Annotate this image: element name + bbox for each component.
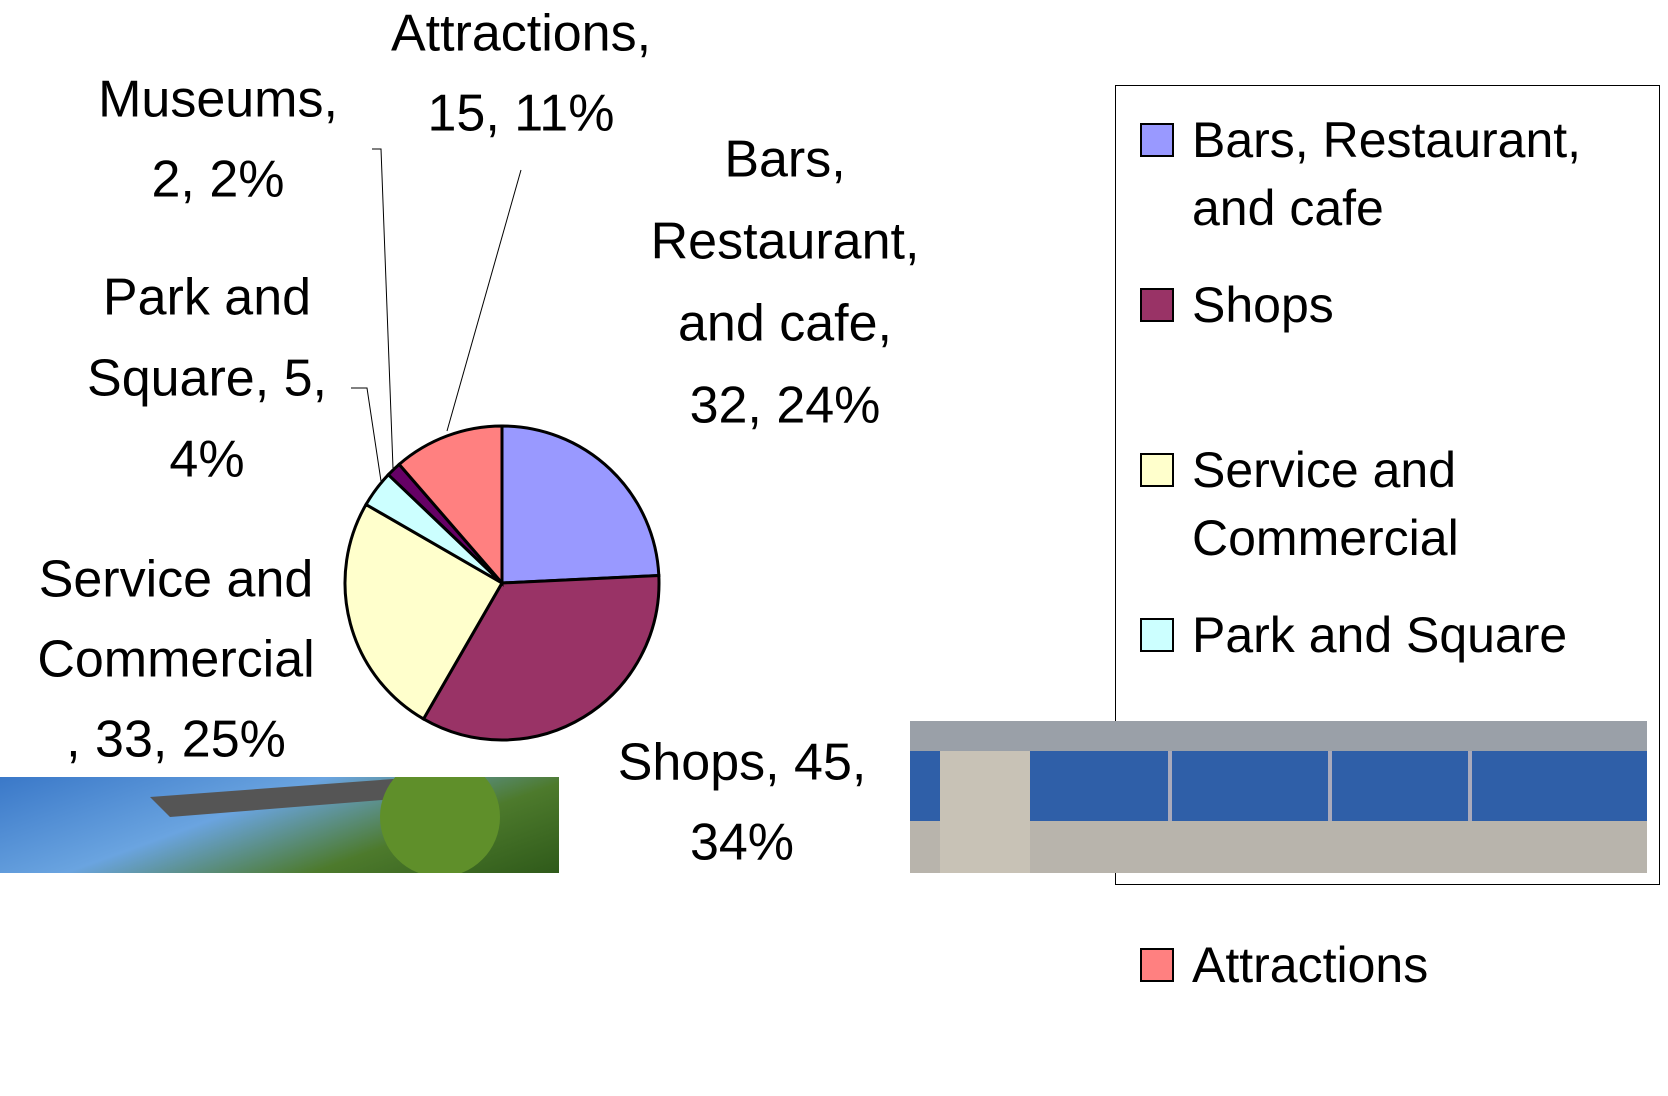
roof [150,777,420,817]
data-label: Service and [39,551,314,609]
photo-detail [0,777,559,873]
legend-label: Service and Commercial [1192,436,1659,572]
data-label: 34% [690,814,794,872]
photo [0,777,559,873]
legend-swatch [1140,618,1174,652]
leader-line [351,388,381,481]
photo-detail [910,721,1647,873]
legend-item: Service and Commercial [1140,436,1659,601]
legend-label: Attractions [1192,931,1659,999]
tree [380,777,500,873]
slide: Bars, Restaurant, and cafe, 32, 24% Shops, 4… [0,0,1668,873]
data-label: Shops, 45, [618,734,867,792]
data-label: Restaurant, [651,213,920,271]
legend-label: Shops [1192,271,1659,339]
data-label: Square, 5, [87,350,327,408]
leader-line [372,149,393,468]
legend-item: Bars, Restaurant, and cafe [1140,106,1659,271]
data-label: Bars, [724,131,845,189]
data-label: , 33, 25% [66,711,286,769]
data-label: 4% [169,431,244,489]
legend-swatch [1140,123,1174,157]
legend-swatch [1140,948,1174,982]
data-label: Museums, [98,71,338,129]
data-label: and cafe, [678,295,892,353]
legend-item: Attractions [1140,931,1659,1096]
data-label: 15, 11% [428,85,615,143]
legend-swatch [1140,288,1174,322]
data-label: Attractions, [391,5,651,63]
photo [910,721,1647,873]
legend-item: Shops [1140,271,1659,436]
legend-label: Park and Square [1192,601,1659,669]
data-label: 2, 2% [152,151,285,209]
legend-swatch [1140,453,1174,487]
pie-slice [502,426,659,583]
data-label: Park and [103,269,311,327]
data-label: 32, 24% [690,377,881,435]
column [940,751,1030,873]
legend-label: Bars, Restaurant, and cafe [1192,106,1659,242]
data-label: Commercial [37,631,314,689]
leader-line [447,170,521,431]
beam [910,721,1647,751]
